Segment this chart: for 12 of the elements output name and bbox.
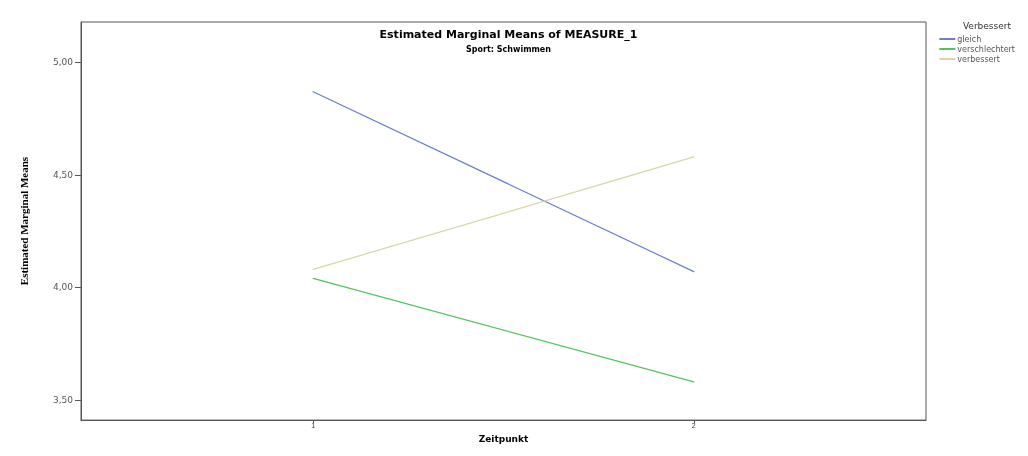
x-axis-title: Zeitpunkt — [478, 433, 529, 444]
legend-label: verbessert — [957, 54, 1000, 64]
legend-label: verschlechtert — [957, 44, 1016, 54]
y-tick-label: 5,00 — [52, 57, 74, 68]
y-tick-label: 4,50 — [52, 169, 74, 180]
text: Sport: Schwimmen — [466, 44, 552, 54]
text: Estimated Marginal Means of MEASURE_1 — [379, 28, 638, 41]
y-axis-title: Estimated Marginal Means — [17, 156, 30, 286]
legend-label: gleich — [957, 34, 982, 44]
y-tick-label: 4,00 — [52, 282, 74, 293]
legend-title: Verbessert — [962, 20, 1012, 31]
y-tick-label: 3,50 — [52, 394, 74, 405]
